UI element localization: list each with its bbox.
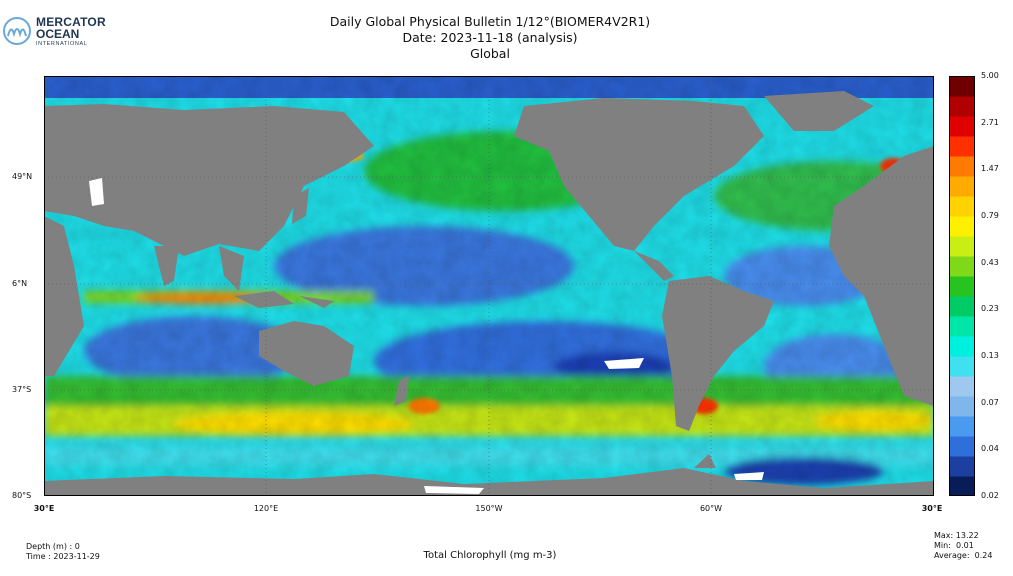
- colorbar-segment: [949, 376, 975, 397]
- lat-label-37s: 37°S: [12, 385, 32, 394]
- colorbar-tick-label: 0.13: [981, 351, 999, 360]
- logo-line2: OCEAN: [36, 27, 80, 41]
- variable-label: Total Chlorophyll (mg m-3): [423, 550, 557, 561]
- colorbar-segment: [949, 296, 975, 317]
- colorbar-tick-label: 0.79: [981, 211, 999, 220]
- time-text: Time : 2023-11-29: [26, 552, 100, 561]
- colorbar-segment: [949, 236, 975, 257]
- colorbar-segment: [949, 196, 975, 217]
- colorbar-segment: [949, 436, 975, 457]
- colorbar-segment: [949, 316, 975, 337]
- colorbar-segment: [949, 476, 975, 496]
- colorbar-segment: [949, 176, 975, 197]
- colorbar-tick-label: 0.07: [981, 397, 999, 407]
- colorbar-segment: [949, 416, 975, 437]
- ice-patches: [89, 178, 764, 494]
- colorbar-segment: [949, 76, 975, 97]
- colorbar-segment: [949, 96, 975, 117]
- colorbar-tick-label: 2.71: [981, 117, 999, 127]
- title-product: Daily Global Physical Bulletin 1/12°(BIO…: [329, 14, 651, 29]
- colorbar-segment: [949, 256, 975, 277]
- colorbar-tick-label: 0.43: [981, 257, 999, 267]
- max-text: Max: 13.22: [934, 531, 979, 540]
- lon-label-60w: 60°W: [699, 504, 723, 513]
- mercator-ocean-logo: MERCATOR OCEAN INTERNATIONAL: [2, 14, 112, 50]
- colorbar-segment: [949, 456, 975, 477]
- colorbar-tick-label: 0.04: [981, 444, 999, 454]
- land-masses: [44, 91, 934, 496]
- colorbar-segment: [949, 216, 975, 237]
- lon-label-30e-left: 30°E: [33, 504, 55, 513]
- logo-line3: INTERNATIONAL: [36, 41, 88, 47]
- depth-text: Depth (m) : 0: [26, 542, 80, 551]
- ocean-field: [44, 76, 934, 496]
- colorbar-segment: [949, 336, 975, 357]
- colorbar-segment: [949, 276, 975, 297]
- colorbar: [949, 76, 975, 496]
- colorbar-segment: [949, 356, 975, 377]
- colorbar-tick-label: 0.02: [981, 491, 999, 500]
- colorbar-segment: [949, 116, 975, 137]
- chlorophyll-map: [44, 76, 934, 496]
- colorbar-tick-label: 5.00: [981, 71, 999, 80]
- graticule: [44, 76, 934, 496]
- min-text: Min: 0.01: [934, 541, 974, 550]
- title-date: Date: 2023-11-18 (analysis): [402, 30, 578, 45]
- map-frame: [44, 76, 934, 496]
- colorbar-segment: [949, 156, 975, 177]
- lon-label-30e-right: 30°E: [921, 504, 943, 513]
- colorbar-tick-label: 0.23: [981, 304, 999, 314]
- lat-label-6n: 6°N: [12, 279, 28, 288]
- average-text: Average: 0.24: [934, 551, 993, 560]
- lat-label-80s: 80°S: [12, 491, 32, 500]
- colorbar-segment: [949, 396, 975, 417]
- lon-label-120e: 120°E: [253, 504, 279, 513]
- title-region: Global: [470, 46, 510, 61]
- colorbar-frame: [949, 76, 975, 496]
- logo-wave-icon: [3, 17, 31, 45]
- logo-line1: MERCATOR: [36, 15, 106, 29]
- lon-label-150w: 150°W: [475, 504, 503, 513]
- colorbar-segment: [949, 136, 975, 157]
- colorbar-tick-label: 1.47: [981, 164, 999, 174]
- lat-label-49n: 49°N: [12, 172, 33, 181]
